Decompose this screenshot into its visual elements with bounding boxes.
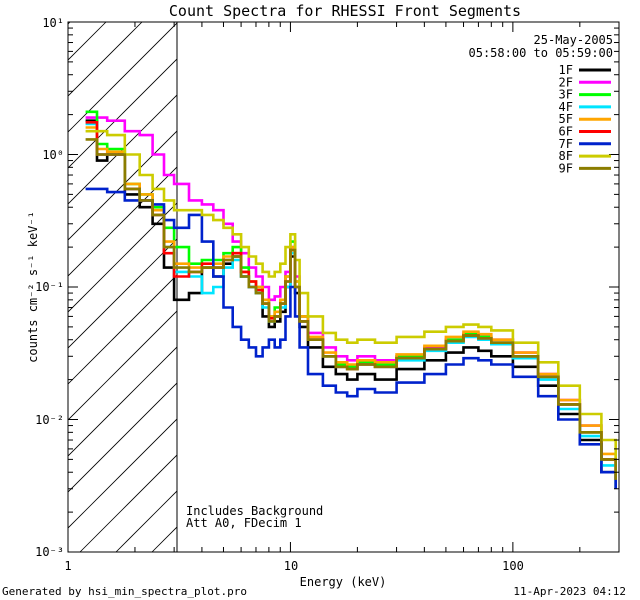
y-tick-label: 10⁻³ <box>35 545 64 559</box>
legend-label: 4F <box>559 100 573 114</box>
x-tick-label: 1 <box>64 559 71 573</box>
axis-ticks <box>67 21 620 553</box>
time-range-label: 05:58:00 to 05:59:00 <box>469 46 614 60</box>
x-tick-label: 10 <box>284 559 298 573</box>
legend-label: 5F <box>559 112 573 126</box>
y-tick-label: 10¹ <box>42 16 64 30</box>
series-line-2F <box>85 116 617 480</box>
hatch-line <box>332 22 640 552</box>
hatch-line <box>68 22 177 133</box>
legend-label: 1F <box>559 63 573 77</box>
hatch-line <box>296 22 640 552</box>
x-tick-labels: 1 10 100 <box>64 559 523 573</box>
series-line-9F <box>85 138 617 480</box>
hatch-line <box>68 382 177 493</box>
hatch-line <box>68 58 177 169</box>
hatched-region <box>68 22 640 552</box>
hatch-line <box>68 418 177 529</box>
hatch-line <box>368 22 640 552</box>
series-line-8F <box>85 129 617 460</box>
y-tick-label: 10⁻¹ <box>35 280 64 294</box>
legend-label: 6F <box>559 125 573 139</box>
date-label: 25-May-2005 <box>534 33 613 47</box>
y-tick-label: 10⁰ <box>42 148 64 162</box>
legend-label: 7F <box>559 137 573 151</box>
x-tick-label: 100 <box>502 559 524 573</box>
hatch-line <box>68 94 177 205</box>
chart-title: Count Spectra for RHESSI Front Segments <box>169 2 521 20</box>
legend-label: 2F <box>559 75 573 89</box>
y-tick-labels: 10⁻³ 10⁻² 10⁻¹ 10⁰ 10¹ <box>35 16 64 559</box>
hatch-line <box>79 454 177 552</box>
plot-frame <box>67 21 620 553</box>
legend-label: 8F <box>559 149 573 163</box>
y-tick-label: 10⁻² <box>35 413 64 427</box>
series-group <box>85 110 617 489</box>
footer-generator: Generated by hsi_min_spectra_plot.pro <box>2 585 247 598</box>
hatch-line <box>512 22 640 552</box>
hatch-line <box>68 274 177 385</box>
y-axis-label: counts cm⁻² s⁻¹ keV⁻¹ <box>26 211 40 363</box>
footer-timestamp: 11-Apr-2023 04:12 <box>513 585 626 598</box>
annotation-background: Includes Background <box>186 504 323 518</box>
legend-label: 3F <box>559 88 573 102</box>
annotation-attenuator: Att A0, FDecim 1 <box>186 516 302 530</box>
hatch-line <box>620 22 640 552</box>
hatch-line <box>260 22 640 552</box>
series-line-7F <box>85 187 617 489</box>
hatch-line <box>68 202 177 313</box>
hatch-line <box>68 238 177 349</box>
x-axis-label: Energy (keV) <box>300 575 387 589</box>
legend-label: 9F <box>559 161 573 175</box>
